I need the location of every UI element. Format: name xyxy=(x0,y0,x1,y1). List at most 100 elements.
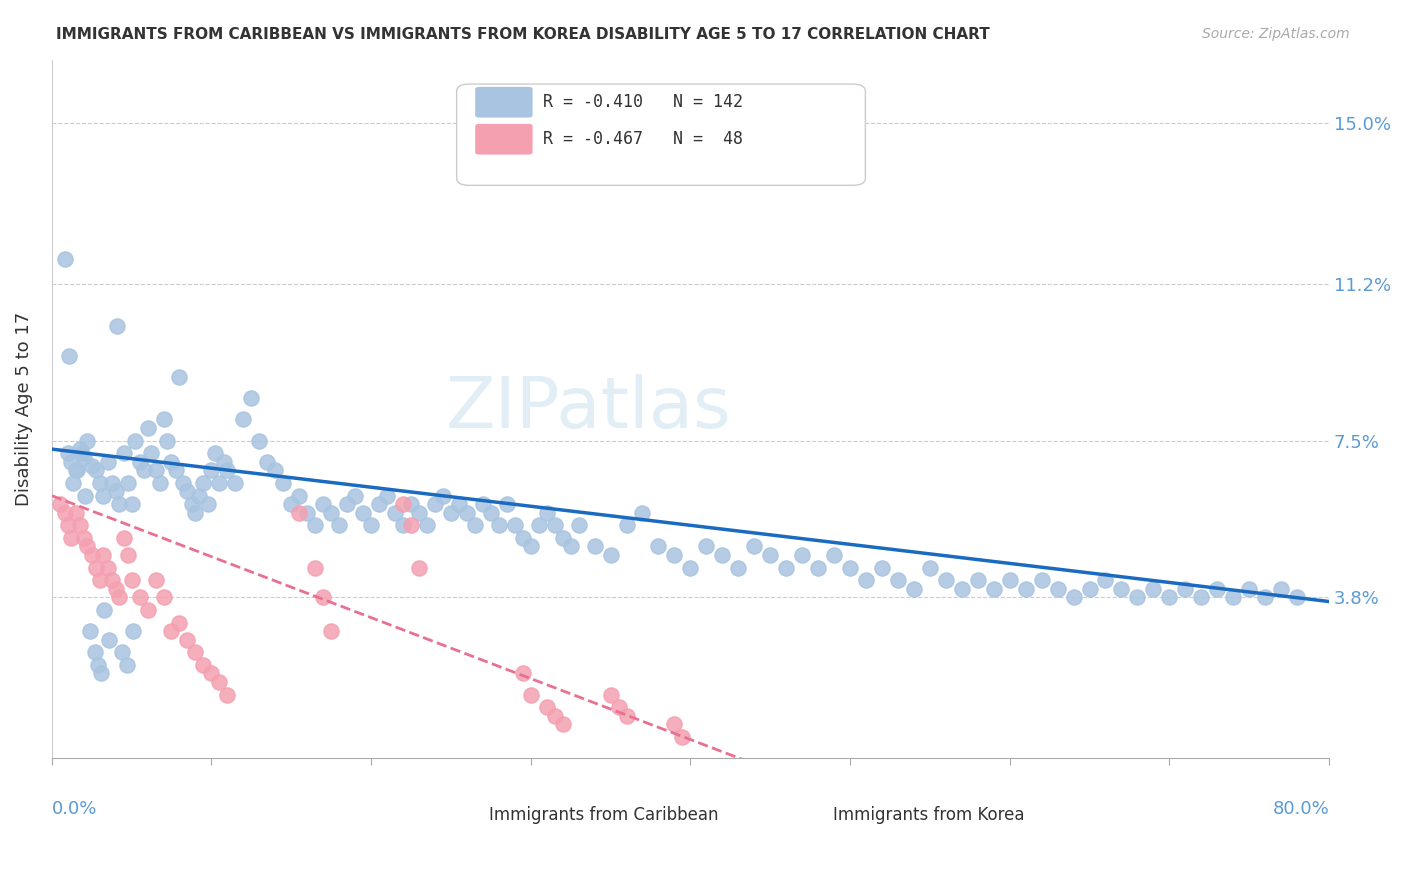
Point xyxy=(1206,582,1229,596)
Point xyxy=(107,497,129,511)
Point xyxy=(1031,574,1053,588)
Point xyxy=(165,463,187,477)
Point xyxy=(447,497,470,511)
Point xyxy=(870,560,893,574)
Point xyxy=(479,506,502,520)
Point xyxy=(887,574,910,588)
Point xyxy=(1254,591,1277,605)
Point xyxy=(1237,582,1260,596)
Point xyxy=(48,497,70,511)
Point xyxy=(73,450,96,465)
Point xyxy=(105,319,128,334)
Point xyxy=(128,455,150,469)
Point xyxy=(136,603,159,617)
Point xyxy=(83,645,105,659)
Point xyxy=(288,489,311,503)
Point xyxy=(408,506,430,520)
Point xyxy=(568,518,591,533)
Point xyxy=(160,455,183,469)
Point xyxy=(536,506,558,520)
Point xyxy=(647,540,669,554)
Point xyxy=(66,463,89,477)
Point xyxy=(76,540,98,554)
Point xyxy=(91,489,114,503)
Point xyxy=(321,506,343,520)
Point xyxy=(69,518,91,533)
Point xyxy=(360,518,382,533)
Point xyxy=(519,540,541,554)
Point xyxy=(679,560,702,574)
Point xyxy=(58,349,80,363)
Point xyxy=(432,489,454,503)
Point xyxy=(488,518,510,533)
Text: R = -0.467   N =  48: R = -0.467 N = 48 xyxy=(544,130,744,148)
Point xyxy=(1142,582,1164,596)
Point xyxy=(950,582,973,596)
Point xyxy=(527,518,550,533)
Point xyxy=(87,658,110,673)
Point xyxy=(76,434,98,448)
Point xyxy=(91,548,114,562)
Point xyxy=(440,506,463,520)
Point xyxy=(304,560,326,574)
Point xyxy=(117,548,139,562)
Point xyxy=(551,531,574,545)
Point xyxy=(607,700,630,714)
Point xyxy=(176,632,198,647)
Point xyxy=(56,446,79,460)
Point xyxy=(344,489,367,503)
Point xyxy=(104,484,127,499)
Text: ZIPatlas: ZIPatlas xyxy=(446,375,731,443)
Point xyxy=(328,518,350,533)
Point xyxy=(544,518,567,533)
Point xyxy=(176,484,198,499)
Y-axis label: Disability Age 5 to 17: Disability Age 5 to 17 xyxy=(15,312,32,506)
Point xyxy=(208,475,231,490)
Point xyxy=(599,548,621,562)
Point xyxy=(152,591,174,605)
Point xyxy=(232,412,254,426)
Text: Immigrants from Caribbean: Immigrants from Caribbean xyxy=(488,806,718,824)
Point xyxy=(759,548,782,562)
Point xyxy=(519,688,541,702)
Point xyxy=(1159,591,1181,605)
Point xyxy=(97,560,120,574)
Point xyxy=(128,591,150,605)
Point xyxy=(998,574,1021,588)
Point xyxy=(304,518,326,533)
Point xyxy=(599,688,621,702)
Point xyxy=(1126,591,1149,605)
Point xyxy=(256,455,278,469)
Text: Immigrants from Korea: Immigrants from Korea xyxy=(834,806,1025,824)
Text: Source: ZipAtlas.com: Source: ZipAtlas.com xyxy=(1202,27,1350,41)
Point xyxy=(399,497,422,511)
Point xyxy=(464,518,486,533)
Point xyxy=(583,540,606,554)
Point xyxy=(671,730,693,744)
Point xyxy=(512,666,534,681)
Point xyxy=(503,518,526,533)
Point xyxy=(416,518,439,533)
Point xyxy=(172,475,194,490)
Point xyxy=(101,574,124,588)
Point xyxy=(101,475,124,490)
Point xyxy=(512,531,534,545)
Point xyxy=(89,574,111,588)
Point xyxy=(149,475,172,490)
Point xyxy=(336,497,359,511)
Point xyxy=(187,489,209,503)
Point xyxy=(117,475,139,490)
Point xyxy=(121,497,143,511)
Point xyxy=(423,497,446,511)
Point xyxy=(935,574,957,588)
Point xyxy=(86,560,108,574)
Point xyxy=(271,475,294,490)
Point xyxy=(240,392,263,406)
Point xyxy=(918,560,941,574)
Point xyxy=(792,548,814,562)
Point xyxy=(695,540,717,554)
Point xyxy=(295,506,318,520)
Point xyxy=(75,489,97,503)
Point xyxy=(1046,582,1069,596)
Point xyxy=(169,615,191,630)
